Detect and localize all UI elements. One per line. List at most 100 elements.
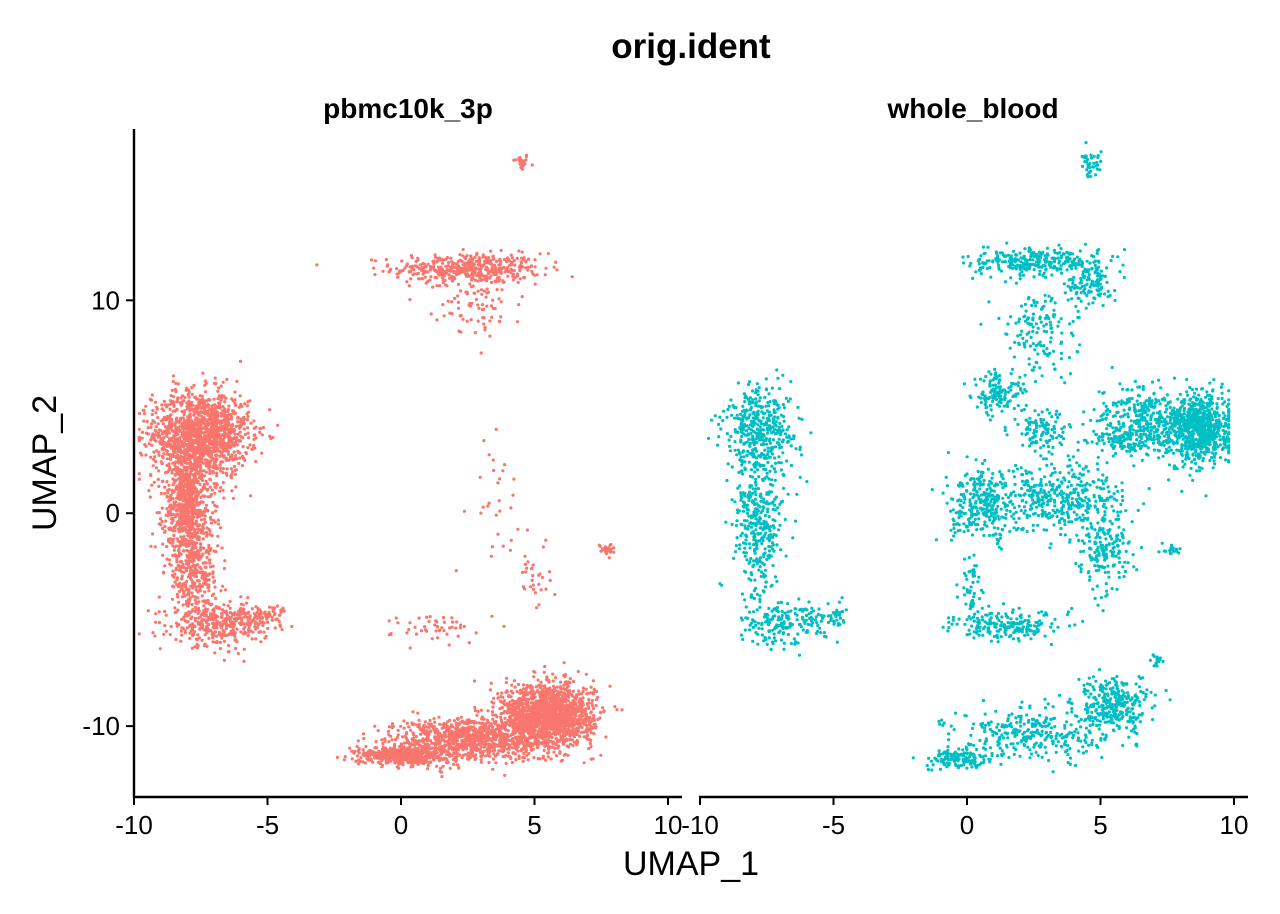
scatter-point (180, 519, 184, 523)
scatter-point (162, 452, 166, 456)
scatter-point (381, 269, 385, 273)
scatter-point (474, 297, 478, 302)
scatter-point (412, 272, 416, 276)
scatter-point (529, 585, 533, 589)
scatter-point (165, 544, 169, 549)
scatter-point (222, 629, 226, 633)
scatter-point (559, 728, 563, 732)
scatter-point (511, 691, 515, 695)
scatter-point (442, 314, 446, 318)
scatter-point (250, 607, 254, 611)
scatter-point (167, 483, 171, 487)
scatter-point (524, 260, 528, 264)
scatter-point (521, 683, 526, 687)
scatter-point (491, 458, 495, 462)
scatter-point (261, 623, 265, 628)
scatter-point (214, 486, 218, 490)
scatter-point (191, 560, 195, 564)
scatter-point (193, 609, 197, 613)
scatter-point (206, 405, 210, 409)
scatter-point (500, 706, 504, 710)
scatter-point (408, 270, 413, 274)
scatter-point (221, 619, 225, 623)
scatter-point (183, 631, 187, 635)
scatter-point (215, 619, 219, 624)
scatter-point (214, 625, 218, 629)
scatter-point (252, 612, 256, 616)
scatter-point (157, 450, 161, 454)
scatter-point (187, 558, 191, 562)
scatter-point (137, 477, 141, 481)
scatter-point (229, 415, 233, 419)
scatter-point (446, 264, 450, 268)
scatter-point (200, 619, 204, 623)
scatter-point (253, 433, 257, 437)
scatter-point (179, 629, 183, 633)
scatter-point (453, 296, 457, 300)
scatter-point (173, 387, 177, 391)
scatter-point (216, 414, 220, 418)
scatter-point (533, 670, 537, 674)
scatter-point (566, 699, 571, 703)
scatter-point (193, 474, 197, 478)
scatter-point (418, 267, 422, 271)
scatter-point (499, 695, 503, 699)
scatter-point (176, 467, 180, 471)
scatter-point (254, 436, 258, 440)
scatter-point (503, 703, 507, 707)
scatter-point (242, 607, 246, 611)
scatter-point (251, 630, 255, 634)
scatter-point (407, 284, 411, 288)
scatter-point (207, 465, 211, 469)
scatter-point (205, 526, 209, 530)
scatter-point (227, 413, 231, 417)
scatter-point (153, 400, 158, 404)
scatter-point (202, 486, 206, 490)
scatter-point (517, 701, 521, 705)
scatter-point (232, 450, 236, 454)
scatter-point (243, 432, 247, 437)
scatter-point (417, 616, 421, 620)
scatter-point (183, 396, 187, 400)
scatter-point (428, 268, 433, 272)
scatter-point (594, 703, 598, 708)
scatter-point (530, 269, 534, 274)
scatter-point (205, 534, 209, 538)
scatter-point (440, 267, 444, 271)
scatter-point (200, 594, 204, 598)
scatter-point (218, 401, 222, 405)
scatter-point (146, 432, 150, 436)
scatter-point (164, 443, 168, 447)
scatter-point (150, 412, 154, 417)
scatter-point (163, 624, 167, 628)
scatter-point (170, 468, 174, 472)
scatter-point (211, 608, 215, 613)
scatter-point (584, 720, 588, 724)
scatter-point (457, 272, 461, 276)
scatter-point (188, 515, 192, 519)
scatter-point (200, 421, 204, 425)
scatter-point (211, 571, 215, 576)
scatter-point (521, 265, 525, 269)
scatter-point (233, 457, 237, 461)
scatter-point (142, 419, 146, 423)
scatter-point (168, 633, 172, 637)
scatter-point (186, 524, 190, 528)
scatter-point (202, 517, 207, 522)
scatter-point (194, 429, 198, 433)
scatter-point (464, 263, 469, 267)
scatter-point (188, 441, 192, 445)
scatter-point (244, 451, 248, 456)
scatter-point (523, 706, 528, 710)
scatter-point (172, 575, 176, 579)
scatter-point (231, 470, 235, 474)
scatter-point (173, 454, 177, 458)
scatter-point (161, 422, 165, 426)
scatter-point (552, 265, 556, 269)
scatter-point (201, 426, 205, 430)
scatter-point (497, 266, 502, 270)
scatter-point (576, 669, 580, 674)
scatter-point (571, 689, 576, 694)
scatter-point (212, 397, 216, 401)
scatter-point (561, 732, 565, 736)
